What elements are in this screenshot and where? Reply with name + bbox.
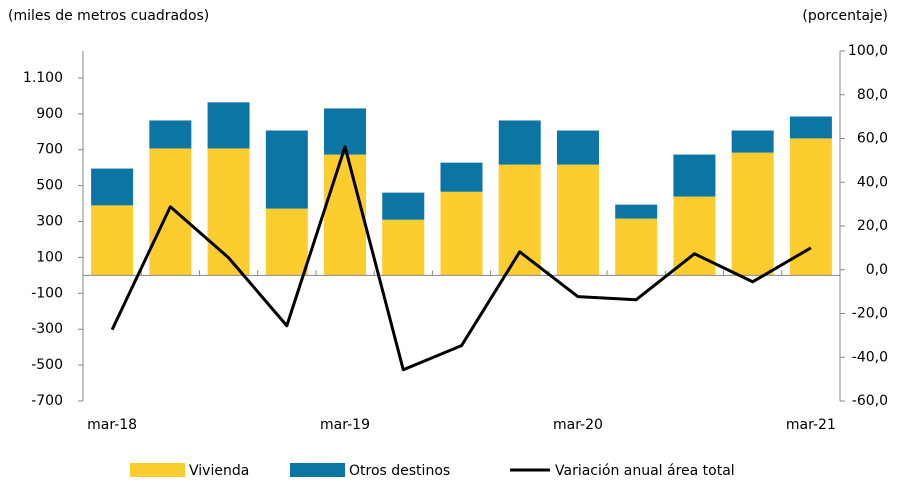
bar xyxy=(149,120,192,149)
y-tick-label: 300 xyxy=(36,214,63,230)
bar xyxy=(556,130,599,165)
y-tick-label: 100 xyxy=(36,249,63,265)
y2-tick-label: 0,0 xyxy=(866,262,888,278)
bar xyxy=(207,148,250,276)
bar xyxy=(673,154,716,197)
x-tick-label: mar-21 xyxy=(786,417,836,433)
y-tick-label: -300 xyxy=(31,321,63,337)
y-tick-label: 1.100 xyxy=(23,70,63,86)
x-tick-label: mar-18 xyxy=(87,417,137,433)
y2-tick-label: 80,0 xyxy=(857,87,888,103)
legend-swatch xyxy=(290,463,345,477)
y2-tick-label: 100,0 xyxy=(848,43,888,59)
bar xyxy=(498,120,541,165)
bar xyxy=(731,152,774,276)
bar xyxy=(498,164,541,276)
y-tick-label: 900 xyxy=(36,106,63,122)
y-tick-label: 500 xyxy=(36,178,63,194)
y2-tick-label: 40,0 xyxy=(857,174,888,190)
y-tick-label: -700 xyxy=(31,393,63,409)
bar xyxy=(556,164,599,276)
y-tick-label: -500 xyxy=(31,357,63,373)
bar xyxy=(440,191,483,276)
bar xyxy=(615,218,658,276)
bar xyxy=(673,196,716,276)
bar xyxy=(789,138,832,276)
bar xyxy=(91,168,134,206)
legend-label: Vivienda xyxy=(189,463,249,479)
y2-tick-label: -20,0 xyxy=(852,306,888,322)
bar xyxy=(265,130,308,209)
legend-label: Variación anual área total xyxy=(555,463,735,479)
bar xyxy=(149,148,192,276)
bar xyxy=(615,204,658,219)
bar xyxy=(382,219,425,276)
bar xyxy=(731,130,774,153)
bar xyxy=(265,208,308,276)
bar xyxy=(440,162,483,192)
y-tick-label: -100 xyxy=(31,285,63,301)
bar xyxy=(789,116,832,139)
y-axis-title: (miles de metros cuadrados) xyxy=(8,8,209,24)
y2-tick-label: -40,0 xyxy=(852,349,888,365)
y2-axis-title: (porcentaje) xyxy=(802,8,888,24)
x-tick-label: mar-19 xyxy=(320,417,370,433)
y2-tick-label: -60,0 xyxy=(852,393,888,409)
bar xyxy=(91,205,134,276)
bar xyxy=(324,154,367,276)
legend-swatch xyxy=(130,463,185,477)
line xyxy=(110,145,812,372)
x-tick-label: mar-20 xyxy=(553,417,603,433)
bar xyxy=(207,102,250,149)
legend-label: Otros destinos xyxy=(349,463,450,479)
y2-tick-label: 60,0 xyxy=(857,131,888,147)
bar xyxy=(382,192,425,220)
y2-tick-label: 20,0 xyxy=(857,218,888,234)
y-tick-label: 700 xyxy=(36,142,63,158)
